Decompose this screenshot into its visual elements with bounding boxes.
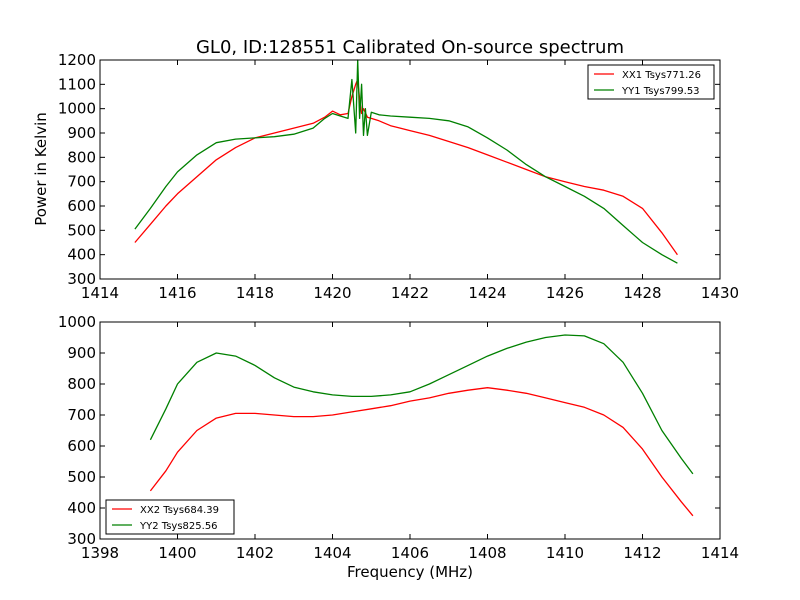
bottom-y-tick-label: 400	[67, 499, 96, 517]
bottom-series-line-yy	[149, 334, 694, 475]
top-x-tick-label: 1420	[313, 284, 351, 302]
legend-label-yy2: YY2 Tsys825.56	[139, 521, 218, 532]
bottom-x-tick-label: 1404	[313, 544, 351, 562]
legend-label-yy1: YY1 Tsys799.53	[621, 86, 700, 97]
top-y-tick-label: 900	[67, 124, 96, 142]
top-x-tick-label: 1414	[81, 284, 119, 302]
bottom-y-tick-label: 700	[67, 406, 96, 424]
bottom-legend-box	[105, 499, 235, 535]
bottom-x-tick-label: 1398	[81, 544, 119, 562]
top-panel: 1414 1416 1418 1420 1422 1424 1426 1428 1430 300 4…	[32, 51, 739, 302]
bottom-x-tick-label: 1400	[158, 544, 196, 562]
bottom-y-tick-label: 300	[67, 530, 96, 548]
bottom-y-tick-label: 600	[67, 437, 96, 455]
bottom-series-line-xx	[149, 387, 694, 517]
bottom-y-tick-label: 1000	[58, 313, 96, 331]
bottom-y-tick-label: 900	[67, 344, 96, 362]
bottom-y-tick-label: 500	[67, 468, 96, 486]
top-x-tick-label: 1428	[623, 284, 661, 302]
top-legend: XX1 Tsys771.26 YY1 Tsys799.53	[587, 64, 715, 100]
top-x-tick-label: 1424	[468, 284, 506, 302]
top-y-tick-label: 1100	[58, 75, 96, 93]
legend-label-xx1: XX1 Tsys771.26	[622, 70, 701, 81]
top-x-tick-label: 1416	[158, 284, 196, 302]
top-y-tick-label: 1200	[58, 51, 96, 69]
top-y-tick-label: 800	[67, 148, 96, 166]
top-panel-ticks: 1414 1416 1418 1420 1422 1424 1426 1428 1430 300 4…	[58, 51, 739, 302]
bottom-panel-marks	[149, 334, 694, 517]
bottom-panel-ticks: 1398 1400 1402 1404 1406 1408 1410 1412 1414 300 4…	[58, 313, 739, 562]
top-x-tick-label: 1426	[546, 284, 584, 302]
top-y-tick-label: 700	[67, 173, 96, 191]
top-series-line-yy	[134, 59, 678, 264]
top-y-tick-label: 400	[67, 246, 96, 264]
top-y-tick-label: 600	[67, 197, 96, 215]
bottom-x-tick-label: 1412	[623, 544, 661, 562]
top-x-tick-label: 1418	[236, 284, 274, 302]
top-legend-box	[587, 64, 715, 100]
bottom-y-tick-label: 800	[67, 375, 96, 393]
top-panel-marks	[134, 59, 678, 264]
bottom-x-tick-label: 1414	[701, 544, 739, 562]
top-y-tick-label: 500	[67, 221, 96, 239]
bottom-x-tick-label: 1410	[546, 544, 584, 562]
top-y-axis-label: Power in Kelvin	[32, 112, 50, 226]
bottom-panel: 1398 1400 1402 1404 1406 1408 1410 1412 1414 300 4…	[58, 313, 739, 581]
bottom-x-axis-label: Frequency (MHz)	[347, 563, 473, 581]
bottom-x-tick-label: 1406	[391, 544, 429, 562]
bottom-x-tick-label: 1402	[236, 544, 274, 562]
top-x-tick-label: 1430	[701, 284, 739, 302]
legend-label-xx2: XX2 Tsys684.39	[140, 505, 219, 516]
top-y-tick-label: 300	[67, 270, 96, 288]
top-y-tick-label: 1000	[58, 100, 96, 118]
top-x-tick-label: 1422	[391, 284, 429, 302]
bottom-x-tick-label: 1408	[468, 544, 506, 562]
chart-title: GL0, ID:128551 Calibrated On-source spec…	[196, 37, 624, 58]
bottom-legend: XX2 Tsys684.39 YY2 Tsys825.56	[105, 499, 235, 535]
